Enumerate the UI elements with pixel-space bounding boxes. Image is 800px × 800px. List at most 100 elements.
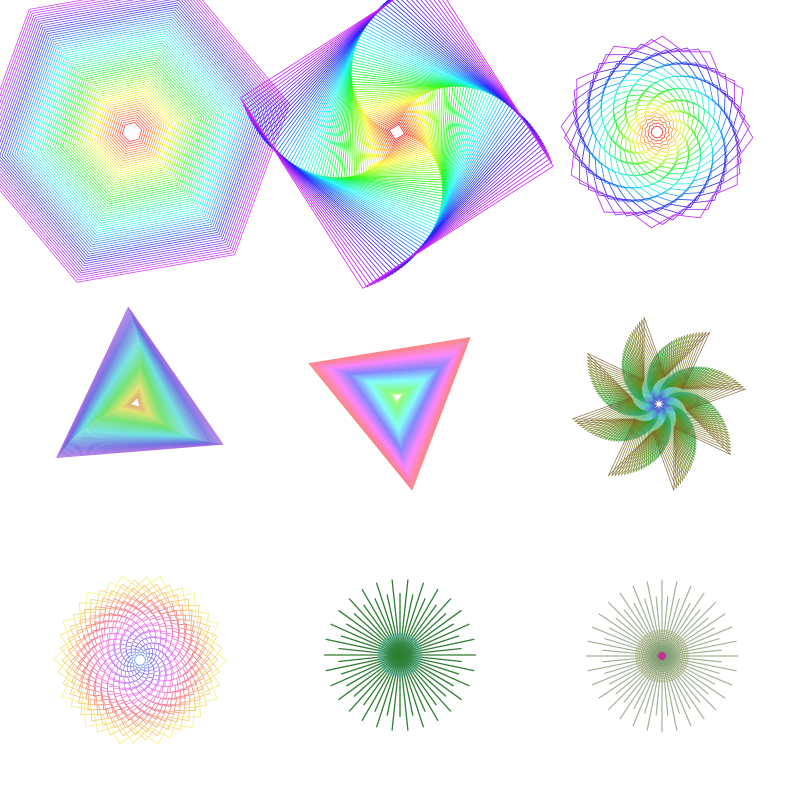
ray-line bbox=[399, 638, 475, 656]
outline-ring bbox=[343, 78, 451, 186]
outline-ring bbox=[581, 56, 733, 208]
outline-ring bbox=[374, 109, 420, 155]
outline-ring bbox=[270, 5, 524, 259]
outline-ring bbox=[319, 345, 463, 480]
outline-ring bbox=[70, 327, 202, 442]
pastel-triangle-figure bbox=[56, 306, 224, 459]
outline-ring bbox=[65, 584, 215, 736]
outline-ring bbox=[384, 639, 416, 671]
outline-ring bbox=[369, 380, 424, 429]
outline-ring bbox=[76, 335, 194, 439]
outline-ring bbox=[380, 115, 414, 149]
outline-ring bbox=[366, 101, 428, 163]
green-eight-point-star-figure bbox=[572, 317, 746, 491]
outline-ring bbox=[61, 64, 203, 200]
outline-ring bbox=[108, 629, 172, 691]
outline-ring bbox=[69, 71, 195, 193]
outline-ring bbox=[89, 90, 175, 174]
outline-ring bbox=[240, 0, 554, 289]
outline-ring bbox=[312, 339, 469, 488]
outline-ring bbox=[0, 0, 275, 269]
ray-line bbox=[661, 655, 669, 716]
outline-ring bbox=[243, 0, 551, 286]
outline-ring bbox=[73, 331, 198, 440]
outline-ring bbox=[384, 389, 410, 412]
outline-ring bbox=[75, 334, 195, 440]
outline-ring bbox=[351, 368, 439, 448]
outline-ring bbox=[129, 396, 141, 408]
outline-ring bbox=[91, 354, 176, 432]
outline-ring bbox=[292, 27, 502, 237]
outline-ring bbox=[325, 350, 459, 474]
outline-ring bbox=[601, 76, 713, 188]
ray-line bbox=[623, 609, 663, 657]
outline-ring bbox=[56, 306, 224, 459]
outline-ring bbox=[94, 95, 170, 169]
outline-ring bbox=[389, 644, 411, 666]
outline-ring bbox=[59, 311, 218, 454]
ray-line bbox=[608, 627, 663, 657]
ray-line bbox=[644, 598, 663, 657]
outline-ring bbox=[90, 609, 190, 711]
outline-ring bbox=[51, 54, 213, 210]
outline-ring bbox=[54, 56, 210, 208]
outline-ring bbox=[386, 390, 408, 410]
outline-ring bbox=[105, 371, 161, 424]
outline-ring bbox=[130, 650, 150, 670]
ray-line bbox=[399, 654, 425, 728]
outline-ring bbox=[56, 59, 208, 205]
outline-ring bbox=[315, 50, 479, 214]
outline-ring bbox=[77, 336, 192, 439]
outline-ring bbox=[73, 592, 207, 728]
outline-ring bbox=[69, 325, 204, 442]
outline-ring bbox=[104, 105, 160, 159]
outline-ring bbox=[376, 111, 418, 153]
outline-ring bbox=[100, 620, 180, 700]
outline-ring bbox=[353, 88, 441, 176]
outline-ring bbox=[49, 52, 215, 212]
outline-ring bbox=[44, 47, 220, 217]
outline-ring bbox=[272, 7, 522, 257]
outline-ring bbox=[334, 356, 453, 465]
outline-ring bbox=[572, 317, 746, 491]
outline-ring bbox=[121, 387, 148, 414]
outline-ring bbox=[371, 106, 423, 158]
outline-ring bbox=[344, 363, 445, 455]
outline-ring bbox=[114, 381, 153, 419]
outline-ring bbox=[250, 0, 544, 279]
outline-ring bbox=[350, 368, 440, 449]
green-starburst-figure bbox=[324, 579, 476, 731]
outline-ring bbox=[576, 321, 742, 487]
outline-ring bbox=[109, 375, 158, 422]
outline-ring bbox=[640, 634, 684, 678]
outline-ring bbox=[392, 647, 408, 663]
outline-ring bbox=[1, 7, 263, 257]
outline-ring bbox=[577, 52, 737, 212]
outline-ring bbox=[330, 354, 455, 469]
ray-line bbox=[399, 654, 452, 712]
pastel-spiral-figure bbox=[53, 575, 227, 745]
outline-ring bbox=[644, 119, 670, 145]
outline-ring bbox=[63, 317, 212, 449]
ray-line bbox=[391, 654, 401, 731]
outline-ring bbox=[638, 633, 686, 679]
outline-ring bbox=[650, 644, 674, 668]
outline-ring bbox=[86, 88, 178, 176]
outline-ring bbox=[315, 342, 466, 484]
outline-ring bbox=[624, 99, 690, 165]
ray-line bbox=[399, 609, 462, 656]
outline-ring bbox=[385, 390, 409, 411]
outline-ring bbox=[248, 0, 546, 281]
outline-ring bbox=[115, 382, 152, 418]
ray-line bbox=[608, 655, 663, 685]
outline-ring bbox=[388, 123, 406, 141]
outline-ring bbox=[94, 615, 186, 705]
outline-ring bbox=[109, 109, 155, 155]
outline-ring bbox=[19, 23, 245, 241]
outline-ring bbox=[260, 0, 534, 269]
outline-ring bbox=[384, 119, 410, 145]
outline-ring bbox=[122, 389, 147, 413]
outline-ring bbox=[338, 359, 450, 462]
outline-ring bbox=[256, 0, 538, 273]
